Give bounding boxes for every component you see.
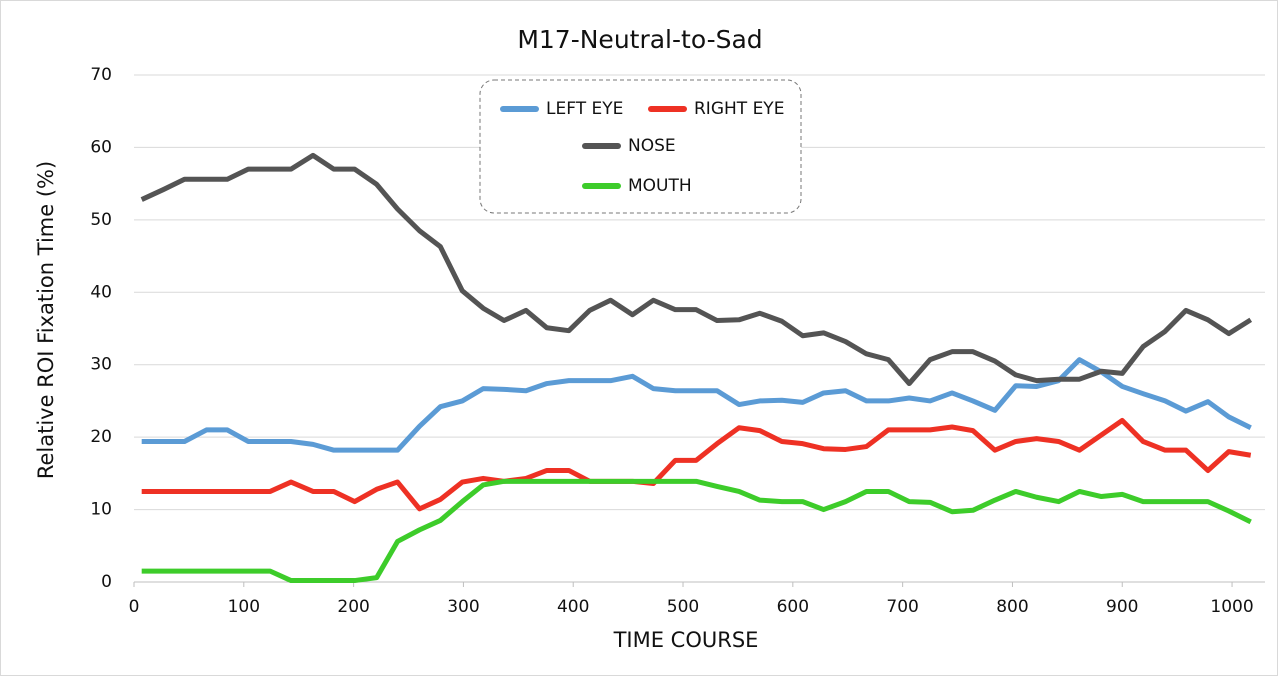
x-tick-label: 100 xyxy=(228,597,260,617)
y-tick-label: 30 xyxy=(90,355,112,375)
x-tick-label: 0 xyxy=(129,597,140,617)
y-tick-label: 50 xyxy=(90,210,112,230)
legend-box xyxy=(479,79,802,214)
x-tick-label: 300 xyxy=(447,597,479,617)
legend-label: LEFT EYE xyxy=(546,99,623,119)
y-tick-label: 0 xyxy=(101,572,112,592)
y-tick-label: 60 xyxy=(90,137,112,157)
x-tick-label: 600 xyxy=(777,597,809,617)
y-tick-label: 40 xyxy=(90,282,112,302)
x-tick-label: 700 xyxy=(886,597,918,617)
y-tick-label: 10 xyxy=(90,500,112,520)
x-axis-label: TIME COURSE xyxy=(613,628,759,652)
y-tick-label: 20 xyxy=(90,427,112,447)
y-tick-label: 70 xyxy=(90,65,112,85)
series-line xyxy=(141,417,1252,512)
legend-label: MOUTH xyxy=(628,176,692,196)
x-tick-label: 900 xyxy=(1106,597,1138,617)
chart-title: M17-Neutral-to-Sad xyxy=(517,25,762,54)
series-line xyxy=(140,152,1253,387)
legend-label: NOSE xyxy=(628,136,676,156)
series-line xyxy=(141,357,1252,453)
x-tick-label: 1000 xyxy=(1210,597,1253,617)
y-axis-label: Relative ROI Fixation Time (%) xyxy=(34,161,58,479)
series-line xyxy=(141,478,1252,584)
x-tick-label: 400 xyxy=(557,597,589,617)
x-tick-label: 800 xyxy=(996,597,1028,617)
legend-label: RIGHT EYE xyxy=(694,99,784,119)
x-tick-label: 200 xyxy=(337,597,369,617)
x-tick-label: 500 xyxy=(667,597,699,617)
